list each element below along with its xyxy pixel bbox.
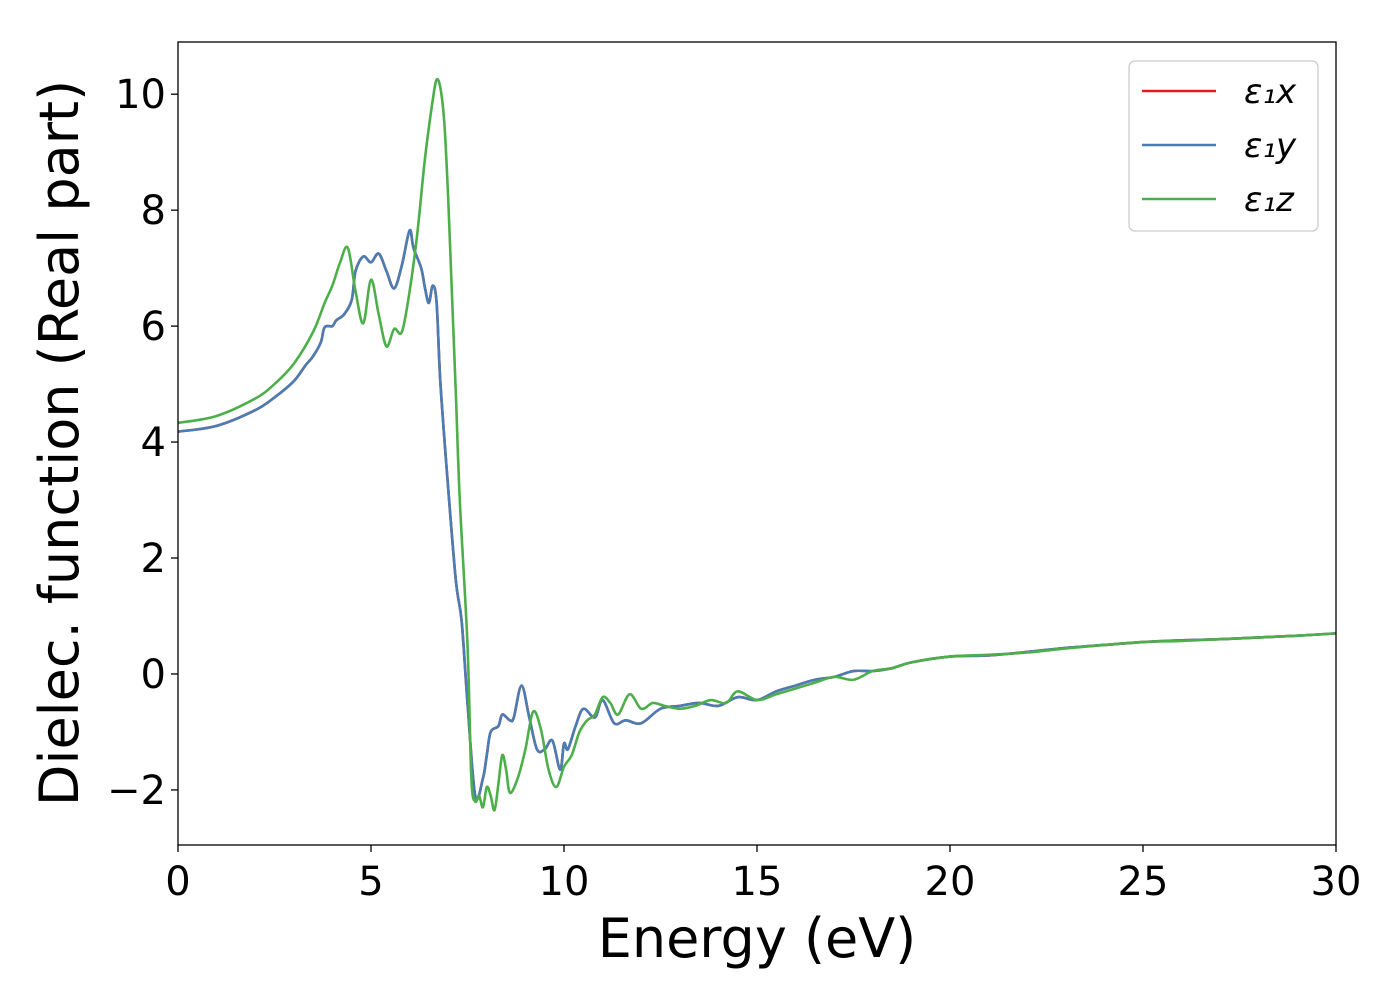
y-tick-label: −2 — [107, 768, 166, 814]
y-axis-ticks: −2 0 2 4 6 8 10 — [107, 72, 178, 814]
legend-label-3: ε₁z — [1244, 180, 1295, 220]
x-tick-label: 10 — [539, 859, 590, 905]
x-tick-label: 20 — [925, 859, 976, 905]
y-tick-label: 10 — [115, 72, 166, 118]
x-axis-ticks: 0 5 10 15 20 25 30 — [165, 845, 1361, 905]
y-axis-title: Dielec. function (Real part) — [28, 80, 91, 806]
legend-label-1: ε₁x — [1244, 72, 1297, 112]
legend-label-2: ε₁y — [1244, 126, 1297, 166]
x-tick-label: 30 — [1311, 859, 1362, 905]
y-tick-label: 0 — [141, 652, 166, 698]
x-tick-label: 15 — [732, 859, 783, 905]
x-tick-label: 25 — [1118, 859, 1169, 905]
y-tick-label: 4 — [141, 420, 166, 466]
legend: ε₁x ε₁y ε₁z — [1128, 60, 1319, 232]
series-line-2 — [178, 228, 1336, 801]
y-tick-label: 6 — [141, 304, 166, 350]
legend-items: ε₁x ε₁y ε₁z — [1142, 72, 1297, 220]
x-tick-label: 5 — [358, 859, 383, 905]
x-axis-title: Energy (eV) — [598, 907, 917, 970]
legend-box — [1128, 60, 1319, 232]
series-lines — [178, 77, 1336, 812]
series-line-3 — [178, 77, 1336, 812]
y-tick-label: 8 — [141, 188, 166, 234]
y-tick-label: 2 — [141, 536, 166, 582]
x-tick-label: 0 — [165, 859, 190, 905]
